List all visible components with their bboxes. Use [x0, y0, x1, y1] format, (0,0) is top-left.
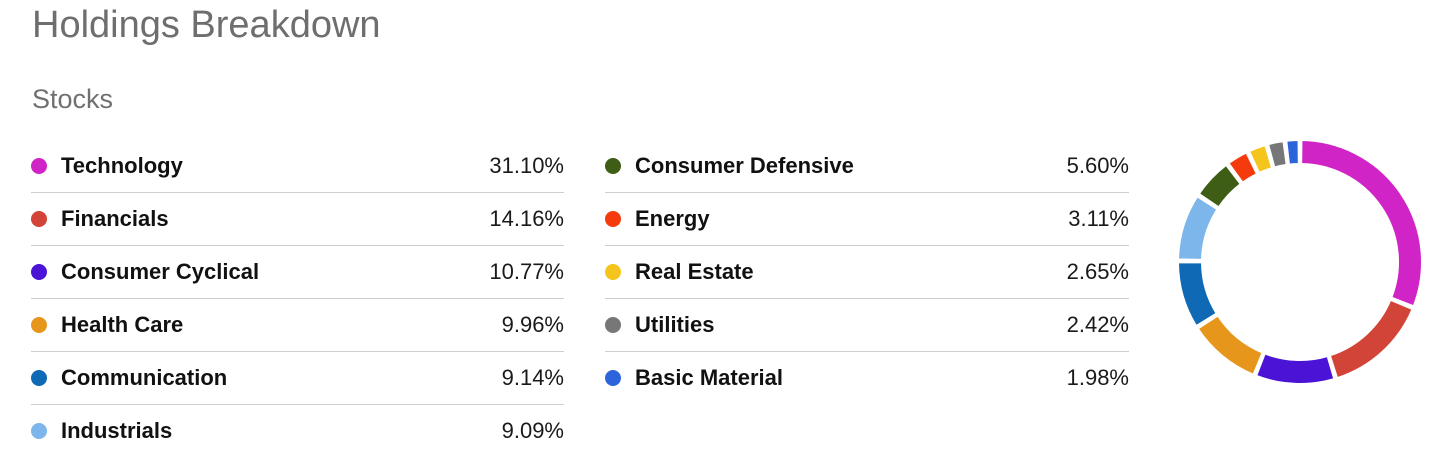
donut-slice-consumer-defensive: [1197, 163, 1242, 209]
legend-row: Financials 14.16%: [31, 193, 564, 246]
legend-value: 3.11%: [1068, 206, 1129, 231]
legend-label: Real Estate: [635, 259, 754, 284]
legend-row: Health Care 9.96%: [31, 299, 564, 352]
legend-label: Financials: [61, 206, 169, 231]
legend-value: 14.16%: [489, 206, 564, 231]
legend-dot-icon: [605, 317, 621, 333]
legend-label: Communication: [61, 365, 228, 390]
legend-value: 9.14%: [501, 365, 564, 390]
legend-value: 9.09%: [501, 418, 564, 443]
legend-dot-icon: [31, 158, 47, 174]
section-subtitle: Stocks: [32, 84, 114, 114]
legend-row: Technology 31.10%: [31, 140, 564, 193]
legend-row: Communication 9.14%: [31, 352, 564, 405]
legend-dot-icon: [31, 370, 47, 386]
legend-value: 31.10%: [489, 153, 564, 178]
legend-value: 9.96%: [501, 312, 564, 337]
donut-slice-health-care: [1196, 314, 1264, 376]
legend-label: Technology: [61, 153, 183, 178]
legend-column-right: Consumer Defensive 5.60% Energy 3.11% Re…: [605, 140, 1129, 405]
legend-label: Consumer Defensive: [635, 153, 854, 178]
legend-value: 5.60%: [1066, 153, 1129, 178]
legend-label: Energy: [635, 206, 710, 231]
legend-dot-icon: [31, 317, 47, 333]
donut-slice-financials: [1328, 298, 1414, 380]
page-title: Holdings Breakdown: [32, 4, 381, 46]
donut-slice-real-estate: [1248, 144, 1274, 174]
legend-row: Real Estate 2.65%: [605, 246, 1129, 299]
legend-row: Consumer Defensive 5.60%: [605, 140, 1129, 193]
legend-row: Industrials 9.09%: [31, 405, 564, 458]
legend-dot-icon: [605, 211, 621, 227]
donut-slice-utilities: [1267, 140, 1288, 169]
legend-row: Consumer Cyclical 10.77%: [31, 246, 564, 299]
legend-dot-icon: [31, 264, 47, 280]
legend-dot-icon: [31, 423, 47, 439]
legend-dot-icon: [605, 370, 621, 386]
legend-value: 1.98%: [1066, 365, 1129, 390]
donut-slice-industrials: [1177, 195, 1219, 261]
legend-value: 2.65%: [1066, 259, 1129, 284]
donut-slice-communication: [1177, 261, 1218, 328]
donut-slice-consumer-cyclical: [1255, 352, 1336, 385]
legend-value: 2.42%: [1066, 312, 1129, 337]
legend-row: Energy 3.11%: [605, 193, 1129, 246]
legend-label: Health Care: [61, 312, 184, 337]
legend-label: Utilities: [635, 312, 715, 337]
legend-value: 10.77%: [489, 259, 564, 284]
legend-label: Consumer Cyclical: [61, 259, 260, 284]
donut-chart: [1177, 139, 1423, 385]
legend-row: Utilities 2.42%: [605, 299, 1129, 352]
donut-slice-basic-material: [1285, 139, 1300, 166]
donut-slice-technology: [1300, 139, 1423, 308]
legend-row: Basic Material 1.98%: [605, 352, 1129, 405]
legend-dot-icon: [31, 211, 47, 227]
donut-slice-energy: [1227, 151, 1258, 184]
legend-dot-icon: [605, 158, 621, 174]
legend-column-left: Technology 31.10% Financials 14.16% Cons…: [31, 140, 564, 458]
legend-label: Industrials: [61, 418, 173, 443]
legend-dot-icon: [605, 264, 621, 280]
legend-label: Basic Material: [635, 365, 783, 390]
